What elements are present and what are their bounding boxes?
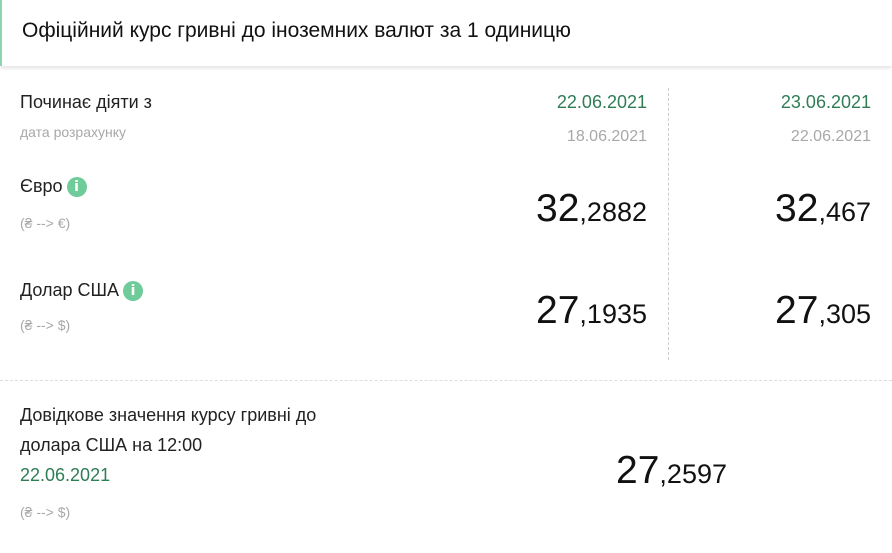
- rate-euro-col1: 32,2882: [536, 189, 647, 228]
- page-header: Офіційний курс гривні до іноземних валют…: [0, 0, 892, 66]
- currency-name: Долар США: [20, 280, 120, 300]
- reference-line2: долара США на 12:00: [20, 435, 203, 455]
- calc-date-col1: 18.06.2021: [566, 128, 647, 145]
- reference-rate: 27,2597: [616, 451, 727, 490]
- rate-int: 27: [775, 289, 819, 332]
- rate-usd-col2: 27,305: [775, 291, 871, 330]
- calculation-date-label: дата розрахунку: [20, 124, 126, 140]
- effective-from-label: Починає діяти з: [20, 92, 152, 112]
- reference-direction: (₴ --> $): [20, 504, 71, 520]
- rate-euro-col2: 32,467: [775, 189, 871, 228]
- currency-usd: Долар США i: [20, 280, 144, 302]
- rate-int: 32: [536, 187, 580, 230]
- reference-date: 22.06.2021: [20, 465, 111, 485]
- rate-frac: ,2882: [579, 197, 647, 227]
- currency-direction: (₴ --> €): [20, 215, 71, 231]
- reference-line1: Довідкове значення курсу гривні до: [20, 405, 317, 425]
- info-icon[interactable]: i: [123, 281, 144, 302]
- page-title: Офіційний курс гривні до іноземних валют…: [22, 19, 571, 42]
- column-divider: [668, 88, 669, 360]
- rate-frac: ,467: [818, 197, 871, 227]
- currency-direction: (₴ --> $): [20, 317, 71, 333]
- rate-int: 32: [775, 187, 819, 230]
- currency-euro: Євро i: [20, 176, 87, 198]
- rate-int: 27: [616, 449, 660, 492]
- rate-frac: ,2597: [659, 459, 727, 489]
- rate-frac: ,1935: [579, 299, 647, 329]
- rate-usd-col1: 27,1935: [536, 291, 647, 330]
- info-icon[interactable]: i: [66, 177, 87, 198]
- rate-frac: ,305: [818, 299, 871, 329]
- effective-date-col2: 23.06.2021: [780, 92, 871, 112]
- section-divider: [0, 380, 892, 381]
- calc-date-col2: 22.06.2021: [790, 128, 871, 145]
- effective-date-col1: 22.06.2021: [556, 92, 647, 112]
- rate-int: 27: [536, 289, 580, 332]
- currency-name: Євро: [20, 176, 63, 196]
